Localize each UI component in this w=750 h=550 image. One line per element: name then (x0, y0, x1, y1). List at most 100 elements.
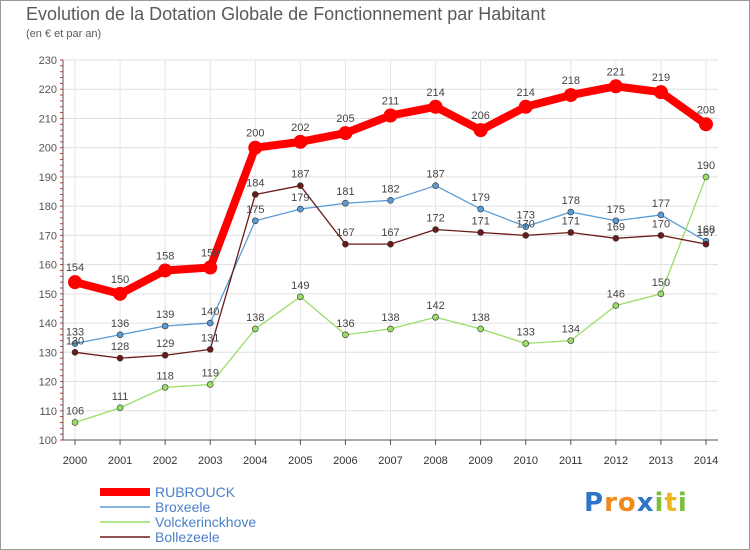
data-point (71, 419, 79, 426)
data-point (612, 217, 620, 225)
series-volckerinckhove (71, 173, 710, 426)
y-tick-label: 180 (39, 201, 57, 213)
data-point (608, 79, 623, 94)
series-broxeele (71, 182, 710, 347)
series-layer (68, 79, 713, 426)
data-label: 205 (336, 113, 354, 125)
data-point (293, 134, 308, 149)
data-point (206, 346, 214, 353)
series-bollezeele (71, 182, 710, 362)
data-label: 154 (66, 262, 84, 274)
data-label: 128 (111, 341, 129, 353)
data-point (383, 108, 398, 123)
data-label: 171 (562, 215, 580, 227)
data-point (432, 226, 439, 233)
data-point (699, 117, 713, 132)
y-tick-label: 140 (39, 318, 57, 330)
data-point (567, 208, 575, 216)
x-tick-label: 2014 (694, 455, 718, 467)
data-point (612, 302, 620, 309)
data-point (653, 85, 668, 100)
data-point (203, 260, 218, 275)
data-point (251, 217, 259, 225)
data-label: 131 (201, 332, 219, 344)
data-point (657, 290, 665, 298)
data-point (567, 229, 575, 236)
y-tick-label: 200 (39, 143, 57, 155)
data-label: 211 (382, 96, 400, 108)
data-label: 129 (156, 338, 174, 350)
legend-label: Volckerinckhove (155, 514, 256, 530)
data-label: 150 (111, 274, 129, 286)
data-label: 178 (562, 195, 580, 207)
data-point (251, 191, 259, 198)
data-label: 177 (652, 198, 670, 210)
chart-subtitle: (en € et par an) (26, 28, 102, 40)
x-tick-label: 2011 (559, 455, 583, 467)
legend-label: Broxeele (155, 499, 210, 515)
data-point (702, 173, 710, 181)
data-label: 149 (291, 280, 309, 292)
y-tick-label: 130 (39, 347, 57, 359)
legend-label: RUBROUCK (155, 484, 236, 500)
x-tick-label: 2003 (198, 455, 222, 467)
data-label: 167 (336, 227, 354, 239)
y-tick-label: 170 (39, 230, 57, 242)
data-point (428, 99, 443, 114)
data-label: 159 (201, 248, 219, 260)
axis-layer: 100 110 120 130 140 150 160 170 180 190 200 210 220 2… (39, 55, 719, 467)
data-label: 119 (201, 367, 219, 379)
data-label: 214 (426, 87, 444, 99)
data-point (71, 349, 79, 356)
data-label: 106 (66, 405, 84, 417)
data-label: 190 (697, 160, 715, 172)
y-tick-label: 100 (39, 435, 57, 447)
y-tick-label: 230 (39, 55, 57, 67)
x-tick-label: 2001 (108, 455, 132, 467)
x-tick-label: 2004 (243, 455, 267, 467)
data-point (68, 275, 82, 290)
data-point (116, 404, 124, 412)
x-tick-label: 2012 (604, 455, 628, 467)
data-label: 208 (697, 104, 715, 116)
data-label: 118 (156, 370, 174, 382)
data-label: 202 (291, 122, 309, 134)
data-label: 175 (246, 204, 264, 216)
x-tick-label: 2010 (513, 455, 537, 467)
data-label: 169 (607, 221, 625, 233)
y-tick-label: 160 (39, 260, 57, 272)
data-point (387, 240, 394, 248)
data-point (702, 240, 710, 248)
data-point (161, 351, 169, 359)
data-label: 171 (471, 215, 489, 227)
data-point (473, 123, 488, 138)
data-label: 150 (652, 277, 670, 289)
data-point (71, 340, 79, 347)
logo-letter: i (654, 488, 665, 518)
y-tick-label: 110 (39, 406, 57, 418)
logo-letter: P (584, 488, 605, 518)
data-point (612, 235, 620, 242)
data-label: 214 (517, 87, 535, 99)
data-label: 182 (381, 183, 399, 195)
data-point (657, 211, 665, 219)
data-label: 175 (607, 204, 625, 216)
data-point (342, 199, 349, 207)
data-label: 206 (471, 110, 489, 122)
data-point (567, 337, 575, 344)
logo-letter: t (664, 488, 678, 518)
data-label-layer: 133 136 139 140 175 179 181 182 187 179 173 178 175 1… (66, 66, 715, 417)
data-label: 173 (517, 210, 535, 222)
data-label: 168 (697, 224, 715, 236)
logo-letter: i (677, 488, 688, 518)
data-point (657, 232, 665, 239)
proxiti-logo: Proxiti (584, 488, 688, 518)
data-label: 167 (381, 227, 399, 239)
data-label: 138 (246, 312, 264, 324)
data-label: 133 (517, 327, 535, 339)
data-label: 136 (336, 318, 354, 330)
data-point (522, 232, 530, 239)
data-label: 170 (652, 218, 670, 230)
data-label: 134 (562, 324, 580, 336)
